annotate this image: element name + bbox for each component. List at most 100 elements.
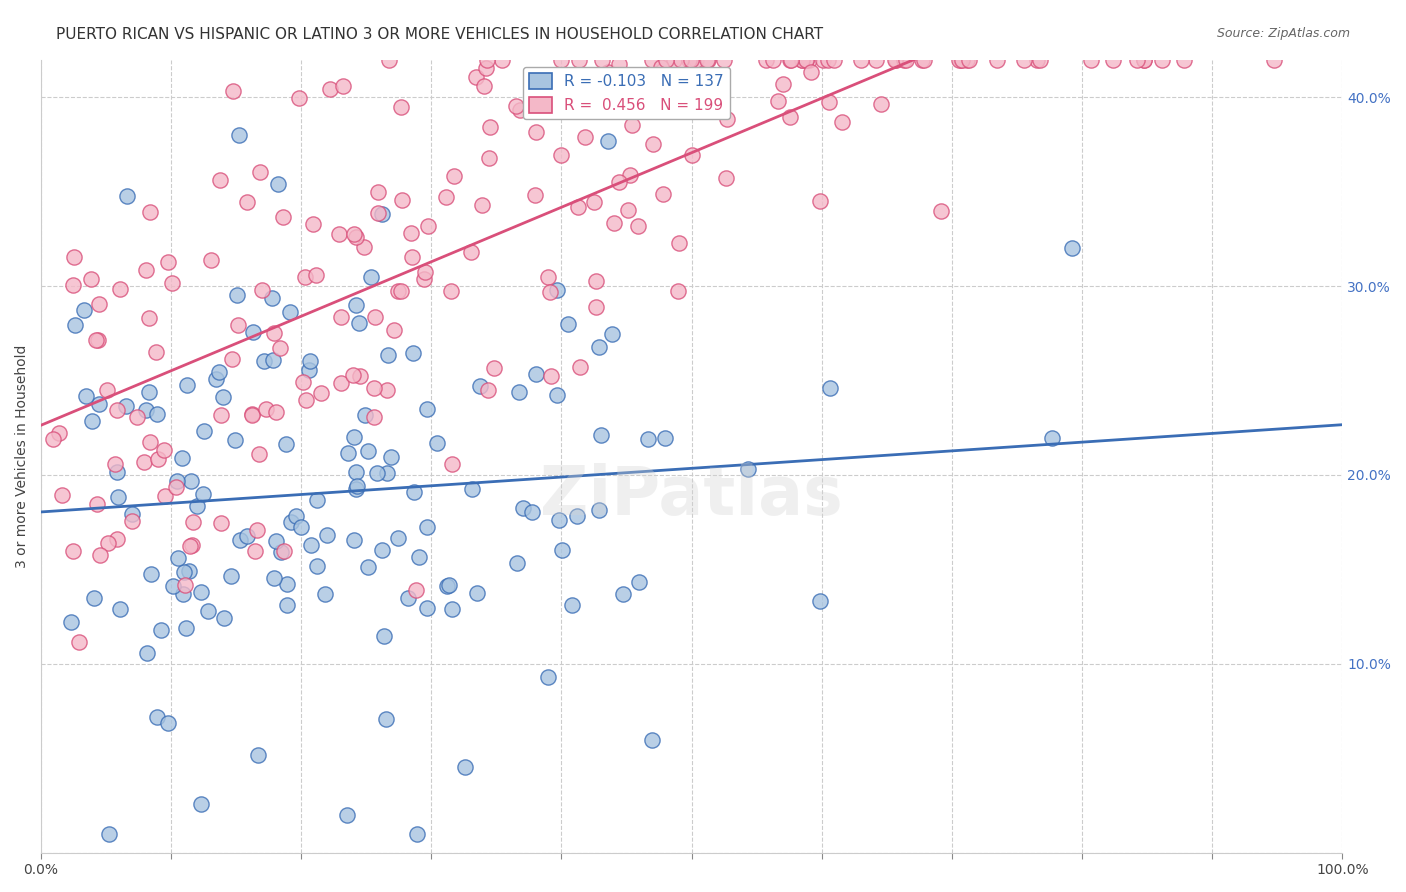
Point: [80, 272, 103, 286]
Point: [567, 200, 589, 214]
Point: [808, 594, 831, 608]
Point: [247, 747, 270, 762]
Point: [63, 250, 86, 264]
Point: [617, 202, 640, 217]
Point: [83, 591, 105, 605]
Point: [676, 92, 699, 106]
Point: [294, 393, 316, 408]
Point: [298, 363, 321, 377]
Point: [262, 353, 284, 368]
Point: [524, 125, 547, 139]
Point: [328, 227, 350, 241]
Point: [538, 285, 561, 299]
Point: [602, 327, 624, 342]
Point: [402, 346, 425, 360]
Point: [371, 207, 394, 221]
Point: [404, 485, 426, 500]
Point: [713, 53, 735, 67]
Point: [491, 53, 513, 67]
Point: [139, 567, 162, 582]
Point: [288, 90, 311, 104]
Point: [208, 365, 231, 379]
Point: [96, 383, 118, 397]
Point: [811, 53, 834, 67]
Point: [349, 316, 371, 330]
Point: [564, 102, 586, 116]
Point: [86, 333, 108, 347]
Point: [523, 188, 546, 202]
Point: [246, 523, 269, 537]
Point: [505, 99, 527, 113]
Point: [569, 360, 592, 375]
Point: [957, 53, 980, 67]
Point: [627, 219, 650, 234]
Point: [454, 760, 477, 774]
Point: [565, 509, 588, 524]
Point: [911, 53, 934, 67]
Point: [309, 386, 332, 401]
Point: [84, 333, 107, 347]
Point: [582, 195, 605, 210]
Point: [561, 598, 583, 612]
Point: [97, 535, 120, 549]
Point: [373, 629, 395, 643]
Point: [357, 559, 380, 574]
Point: [344, 230, 367, 244]
Point: [60, 615, 83, 629]
Point: [245, 544, 267, 558]
Point: [226, 318, 249, 332]
Point: [588, 502, 610, 516]
Point: [342, 368, 364, 382]
Point: [550, 148, 572, 162]
Point: [155, 489, 177, 503]
Point: [269, 341, 291, 355]
Point: [266, 405, 288, 419]
Point: [440, 285, 463, 299]
Point: [299, 354, 322, 368]
Point: [443, 169, 465, 184]
Point: [377, 348, 399, 362]
Point: [344, 465, 367, 479]
Point: [685, 53, 707, 67]
Point: [332, 78, 354, 93]
Point: [267, 178, 290, 192]
Point: [464, 70, 486, 85]
Point: [367, 206, 389, 220]
Point: [391, 194, 413, 208]
Point: [1060, 241, 1083, 255]
Point: [87, 297, 110, 311]
Point: [870, 96, 893, 111]
Point: [146, 452, 169, 467]
Point: [190, 585, 212, 599]
Point: [894, 53, 917, 67]
Point: [344, 298, 367, 312]
Point: [172, 587, 194, 601]
Point: [697, 53, 720, 67]
Point: [135, 646, 157, 660]
Point: [912, 53, 935, 67]
Point: [460, 244, 482, 259]
Point: [755, 53, 778, 67]
Point: [797, 53, 820, 67]
Point: [80, 414, 103, 428]
Point: [831, 114, 853, 128]
Point: [551, 543, 574, 558]
Point: [107, 490, 129, 504]
Point: [307, 558, 329, 573]
Point: [254, 401, 277, 416]
Point: [181, 538, 204, 552]
Point: [1152, 53, 1174, 67]
Point: [440, 457, 463, 471]
Point: [650, 60, 672, 74]
Point: [280, 515, 302, 529]
Point: [986, 53, 1008, 67]
Point: [950, 53, 973, 67]
Point: [546, 283, 568, 297]
Point: [307, 493, 329, 508]
Point: [479, 120, 502, 135]
Point: [716, 112, 738, 127]
Text: Source: ZipAtlas.com: Source: ZipAtlas.com: [1216, 27, 1350, 40]
Point: [794, 53, 817, 67]
Point: [884, 53, 907, 67]
Point: [176, 378, 198, 392]
